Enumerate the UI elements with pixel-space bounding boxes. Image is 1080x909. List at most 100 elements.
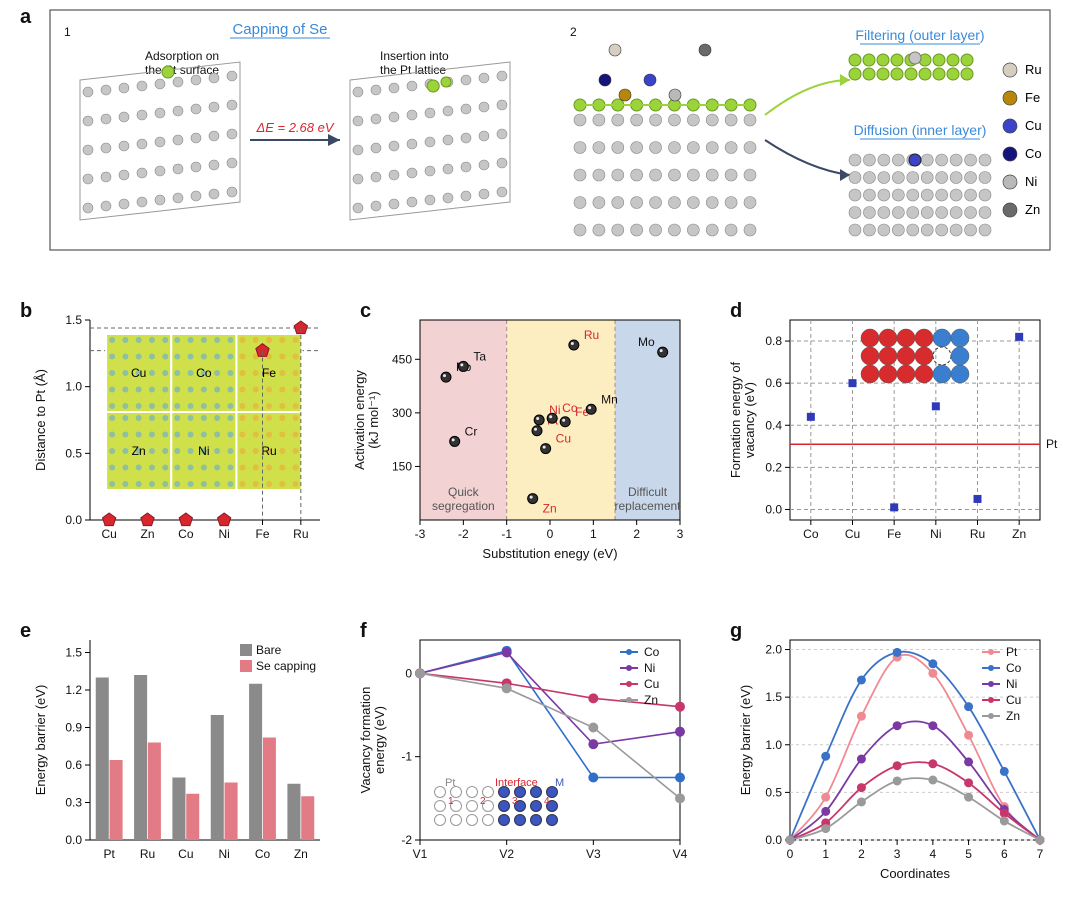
svg-text:Zn: Zn: [132, 444, 146, 458]
svg-text:Fe: Fe: [887, 527, 901, 541]
svg-text:0.0: 0.0: [65, 833, 82, 847]
svg-text:Pt: Pt: [1006, 645, 1018, 659]
svg-text:Ta: Ta: [473, 349, 486, 363]
svg-text:7: 7: [1037, 847, 1044, 861]
svg-text:Ru: Ru: [261, 444, 276, 458]
svg-text:0.3: 0.3: [65, 796, 82, 810]
svg-text:Zn: Zn: [543, 502, 557, 516]
svg-text:segregation: segregation: [432, 499, 495, 513]
svg-text:Distance to Pt (Å): Distance to Pt (Å): [33, 369, 48, 471]
svg-text:4: 4: [930, 847, 937, 861]
svg-text:0: 0: [787, 847, 794, 861]
svg-text:-1: -1: [501, 527, 512, 541]
svg-text:Co: Co: [255, 847, 271, 861]
svg-text:2: 2: [633, 527, 640, 541]
svg-text:1: 1: [590, 527, 597, 541]
svg-text:Cu: Cu: [178, 847, 193, 861]
svg-text:Ni: Ni: [930, 527, 941, 541]
svg-text:V2: V2: [499, 847, 514, 861]
svg-text:Insertion into: Insertion into: [380, 49, 449, 63]
svg-text:M: M: [555, 777, 564, 789]
svg-text:Ru: Ru: [293, 527, 308, 541]
svg-text:Cu: Cu: [1025, 118, 1042, 133]
svg-text:0.0: 0.0: [765, 502, 782, 516]
svg-text:Ru: Ru: [1025, 62, 1042, 77]
svg-text:V3: V3: [586, 847, 601, 861]
svg-text:3: 3: [677, 527, 684, 541]
svg-text:Co: Co: [1025, 146, 1042, 161]
svg-text:0.6: 0.6: [65, 758, 82, 772]
svg-text:Co: Co: [1006, 661, 1022, 675]
svg-text:Ru: Ru: [140, 847, 155, 861]
svg-text:1.2: 1.2: [65, 683, 82, 697]
page: a b c d e f g 12Capping of SeAdsorption …: [0, 0, 1080, 909]
svg-text:V1: V1: [413, 847, 428, 861]
svg-text:Cu: Cu: [131, 366, 146, 380]
svg-text:Se capping: Se capping: [256, 659, 316, 673]
svg-text:ΔE = 2.68 eV: ΔE = 2.68 eV: [255, 120, 334, 135]
svg-text:1.0: 1.0: [765, 738, 782, 752]
svg-text:Quick: Quick: [448, 485, 480, 499]
svg-text:Mo: Mo: [638, 335, 655, 349]
svg-text:0.0: 0.0: [65, 513, 82, 527]
svg-text:Capping of Se: Capping of Se: [232, 21, 327, 38]
svg-text:Fe: Fe: [1025, 90, 1040, 105]
svg-text:Co: Co: [803, 527, 819, 541]
svg-text:5: 5: [965, 847, 972, 861]
svg-text:Zn: Zn: [1025, 202, 1040, 217]
svg-text:Ni: Ni: [218, 527, 229, 541]
svg-text:V4: V4: [673, 847, 688, 861]
svg-text:2.0: 2.0: [765, 643, 782, 657]
svg-text:Energy barrier (eV): Energy barrier (eV): [33, 685, 48, 796]
svg-text:-3: -3: [415, 527, 426, 541]
figure-svg: 12Capping of SeAdsorption onthe Pt surfa…: [0, 0, 1080, 909]
svg-text:Diffusion (inner layer): Diffusion (inner layer): [854, 122, 987, 138]
svg-text:Ni: Ni: [1025, 174, 1037, 189]
svg-text:Pt: Pt: [103, 847, 115, 861]
svg-text:Ni: Ni: [644, 661, 655, 675]
svg-text:4: 4: [544, 796, 550, 807]
svg-text:1.0: 1.0: [65, 380, 82, 394]
svg-text:3: 3: [512, 796, 518, 807]
svg-text:1: 1: [822, 847, 829, 861]
svg-text:0.0: 0.0: [765, 833, 782, 847]
svg-text:0.2: 0.2: [765, 460, 782, 474]
svg-text:1.5: 1.5: [765, 690, 782, 704]
svg-text:Cu: Cu: [845, 527, 860, 541]
svg-text:Cu: Cu: [644, 677, 659, 691]
svg-text:Zn: Zn: [1012, 527, 1026, 541]
svg-text:Ni: Ni: [218, 847, 229, 861]
svg-text:Mn: Mn: [601, 392, 618, 406]
svg-text:Cu: Cu: [101, 527, 116, 541]
svg-text:Fe: Fe: [255, 527, 269, 541]
svg-text:Zn: Zn: [140, 527, 154, 541]
svg-text:Energy barrier (eV): Energy barrier (eV): [738, 685, 753, 796]
svg-text:vacancy (eV): vacancy (eV): [742, 382, 757, 458]
svg-text:2: 2: [570, 25, 577, 39]
svg-text:Bare: Bare: [256, 643, 282, 657]
svg-text:Zn: Zn: [294, 847, 308, 861]
svg-text:-2: -2: [401, 833, 412, 847]
svg-text:Filtering (outer layer): Filtering (outer layer): [855, 27, 984, 43]
svg-text:1: 1: [64, 25, 71, 39]
svg-text:Vacancy formation: Vacancy formation: [358, 687, 373, 794]
svg-text:6: 6: [1001, 847, 1008, 861]
svg-text:2: 2: [480, 796, 486, 807]
svg-text:Co: Co: [644, 645, 660, 659]
svg-text:Ru: Ru: [584, 328, 599, 342]
svg-text:0.5: 0.5: [765, 785, 782, 799]
svg-text:0.6: 0.6: [765, 376, 782, 390]
svg-text:Activation energy: Activation energy: [352, 370, 367, 470]
svg-text:0: 0: [405, 666, 412, 680]
svg-text:Co: Co: [196, 366, 212, 380]
svg-text:-2: -2: [458, 527, 469, 541]
svg-text:Cu: Cu: [1006, 693, 1021, 707]
svg-text:-1: -1: [401, 750, 412, 764]
svg-text:Cr: Cr: [465, 424, 478, 438]
svg-text:0: 0: [547, 527, 554, 541]
svg-text:1.5: 1.5: [65, 646, 82, 660]
svg-text:300: 300: [392, 406, 412, 420]
svg-text:Zn: Zn: [644, 693, 658, 707]
svg-text:Difficult: Difficult: [628, 485, 668, 499]
svg-text:Pt: Pt: [1046, 437, 1058, 451]
